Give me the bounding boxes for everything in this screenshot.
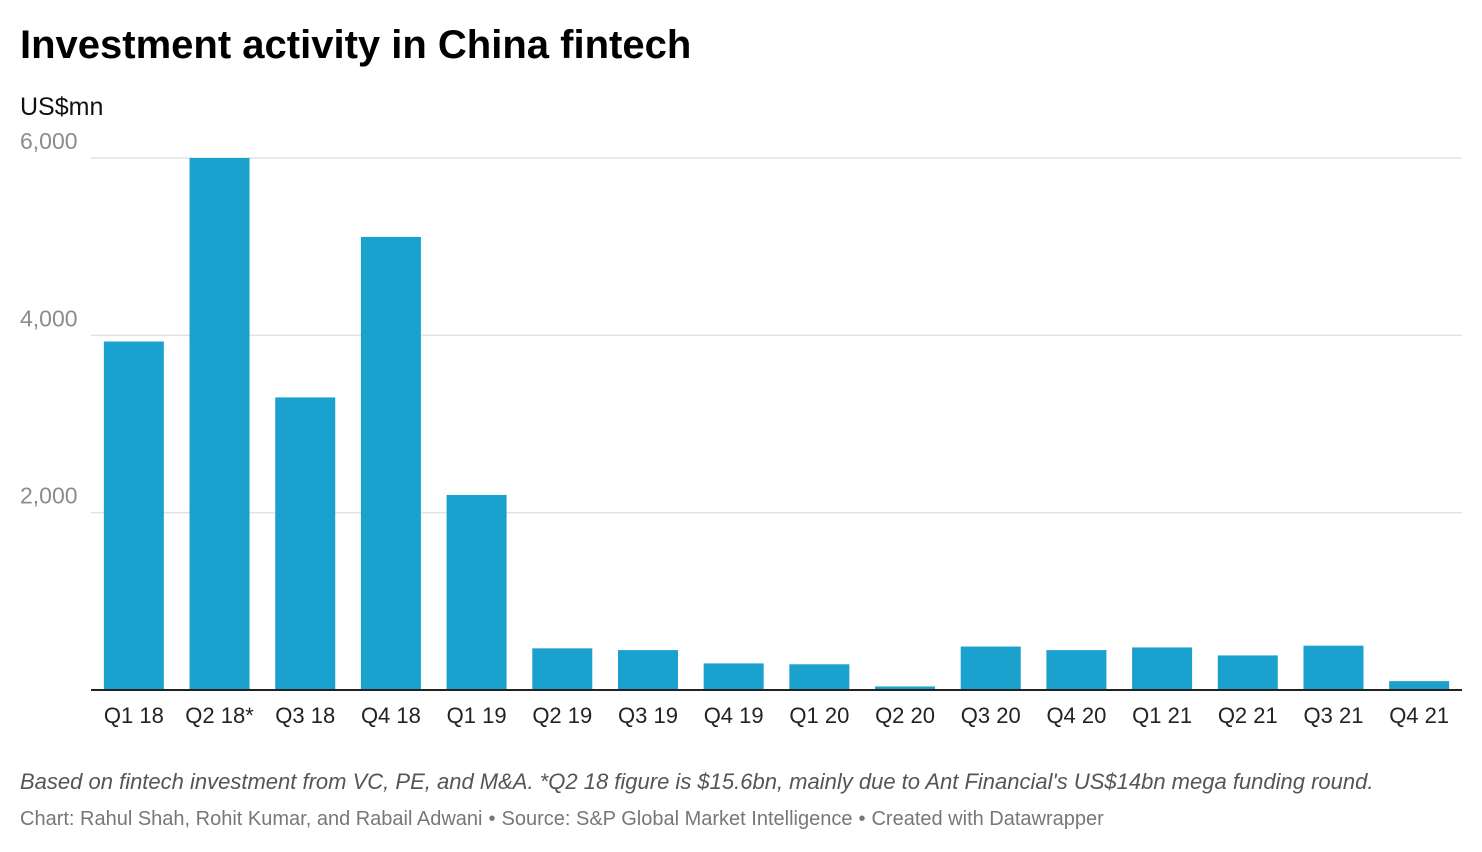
bar-q4-21 [1389,681,1450,690]
bar-q4-20 [1046,650,1107,690]
y-axis-tick-labels: 2,000 4,000 6,000 [20,128,78,509]
bar-q1-21 [1132,647,1193,690]
chart-credits: Chart: Rahul Shah, Rohit Kumar, and Raba… [20,806,1104,832]
x-tick-label: Q4 19 [704,703,764,728]
bar-q4-18 [360,236,421,690]
bar-q2-18 [189,158,250,690]
bar-q3-20 [960,646,1021,690]
y-tick-label: 6,000 [20,128,78,154]
chart-title: Investment activity in China fintech [20,23,692,67]
x-tick-label: Q2 19 [532,703,592,728]
x-tick-label: Q3 20 [961,703,1021,728]
datawrapper-credit: Created with Datawrapper [871,808,1104,830]
bar-q4-19 [703,663,764,690]
credits-separator: • [488,808,496,830]
x-tick-label: Q4 21 [1389,703,1449,728]
x-tick-label: Q1 20 [789,703,849,728]
chart-subtitle: US$mn [20,93,104,121]
bars [103,158,1450,690]
bar-q3-19 [617,650,678,690]
bar-q3-18 [275,397,336,690]
x-tick-label: Q4 18 [361,703,421,728]
bar-q1-18 [103,341,164,690]
x-axis-tick-labels: Q1 18 Q2 18* Q3 18 Q4 18 Q1 19 Q2 19 Q3 19 Q4 1… [104,703,1449,728]
bar-q1-20 [789,664,850,690]
x-tick-label: Q1 18 [104,703,164,728]
x-tick-label: Q4 20 [1046,703,1106,728]
bar-q3-21 [1303,645,1364,690]
x-tick-label: Q1 21 [1132,703,1192,728]
y-tick-label: 2,000 [20,483,78,509]
source-credit: Source: S&P Global Market Intelligence [501,808,853,830]
x-tick-label: Q2 20 [875,703,935,728]
chart-authors: Chart: Rahul Shah, Rohit Kumar, and Raba… [20,808,483,830]
bar-q2-20 [875,686,936,690]
y-tick-label: 4,000 [20,305,78,331]
bar-q1-19 [446,494,507,690]
x-tick-label: Q2 18* [185,703,254,728]
chart-notes: Based on fintech investment from VC, PE,… [20,769,1374,794]
bar-q2-21 [1217,655,1278,690]
credits-separator: • [858,808,866,830]
x-tick-label: Q3 21 [1304,703,1364,728]
x-tick-label: Q2 21 [1218,703,1278,728]
x-tick-label: Q3 18 [275,703,335,728]
bar-q2-19 [532,648,593,690]
x-tick-label: Q1 19 [447,703,507,728]
x-tick-label: Q3 19 [618,703,678,728]
